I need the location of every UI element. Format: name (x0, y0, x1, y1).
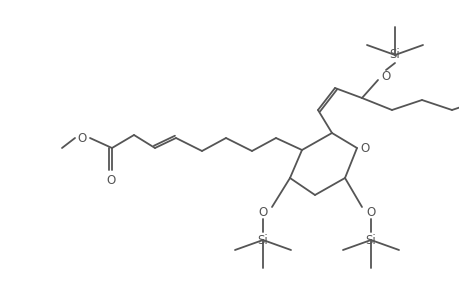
Text: O: O (258, 206, 267, 218)
Text: O: O (365, 206, 375, 218)
Text: O: O (77, 131, 86, 145)
Text: O: O (381, 70, 390, 83)
Text: Si: Si (389, 49, 399, 62)
Text: O: O (359, 142, 369, 154)
Text: Si: Si (257, 233, 268, 247)
Text: Si: Si (365, 233, 375, 247)
Text: O: O (106, 173, 115, 187)
